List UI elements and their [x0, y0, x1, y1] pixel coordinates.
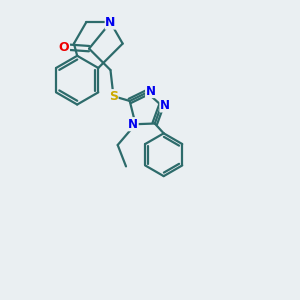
Text: S: S	[109, 90, 118, 103]
Text: O: O	[59, 41, 69, 54]
Text: N: N	[160, 99, 170, 112]
Text: N: N	[146, 85, 156, 98]
Text: N: N	[105, 16, 116, 29]
Text: N: N	[128, 118, 138, 131]
